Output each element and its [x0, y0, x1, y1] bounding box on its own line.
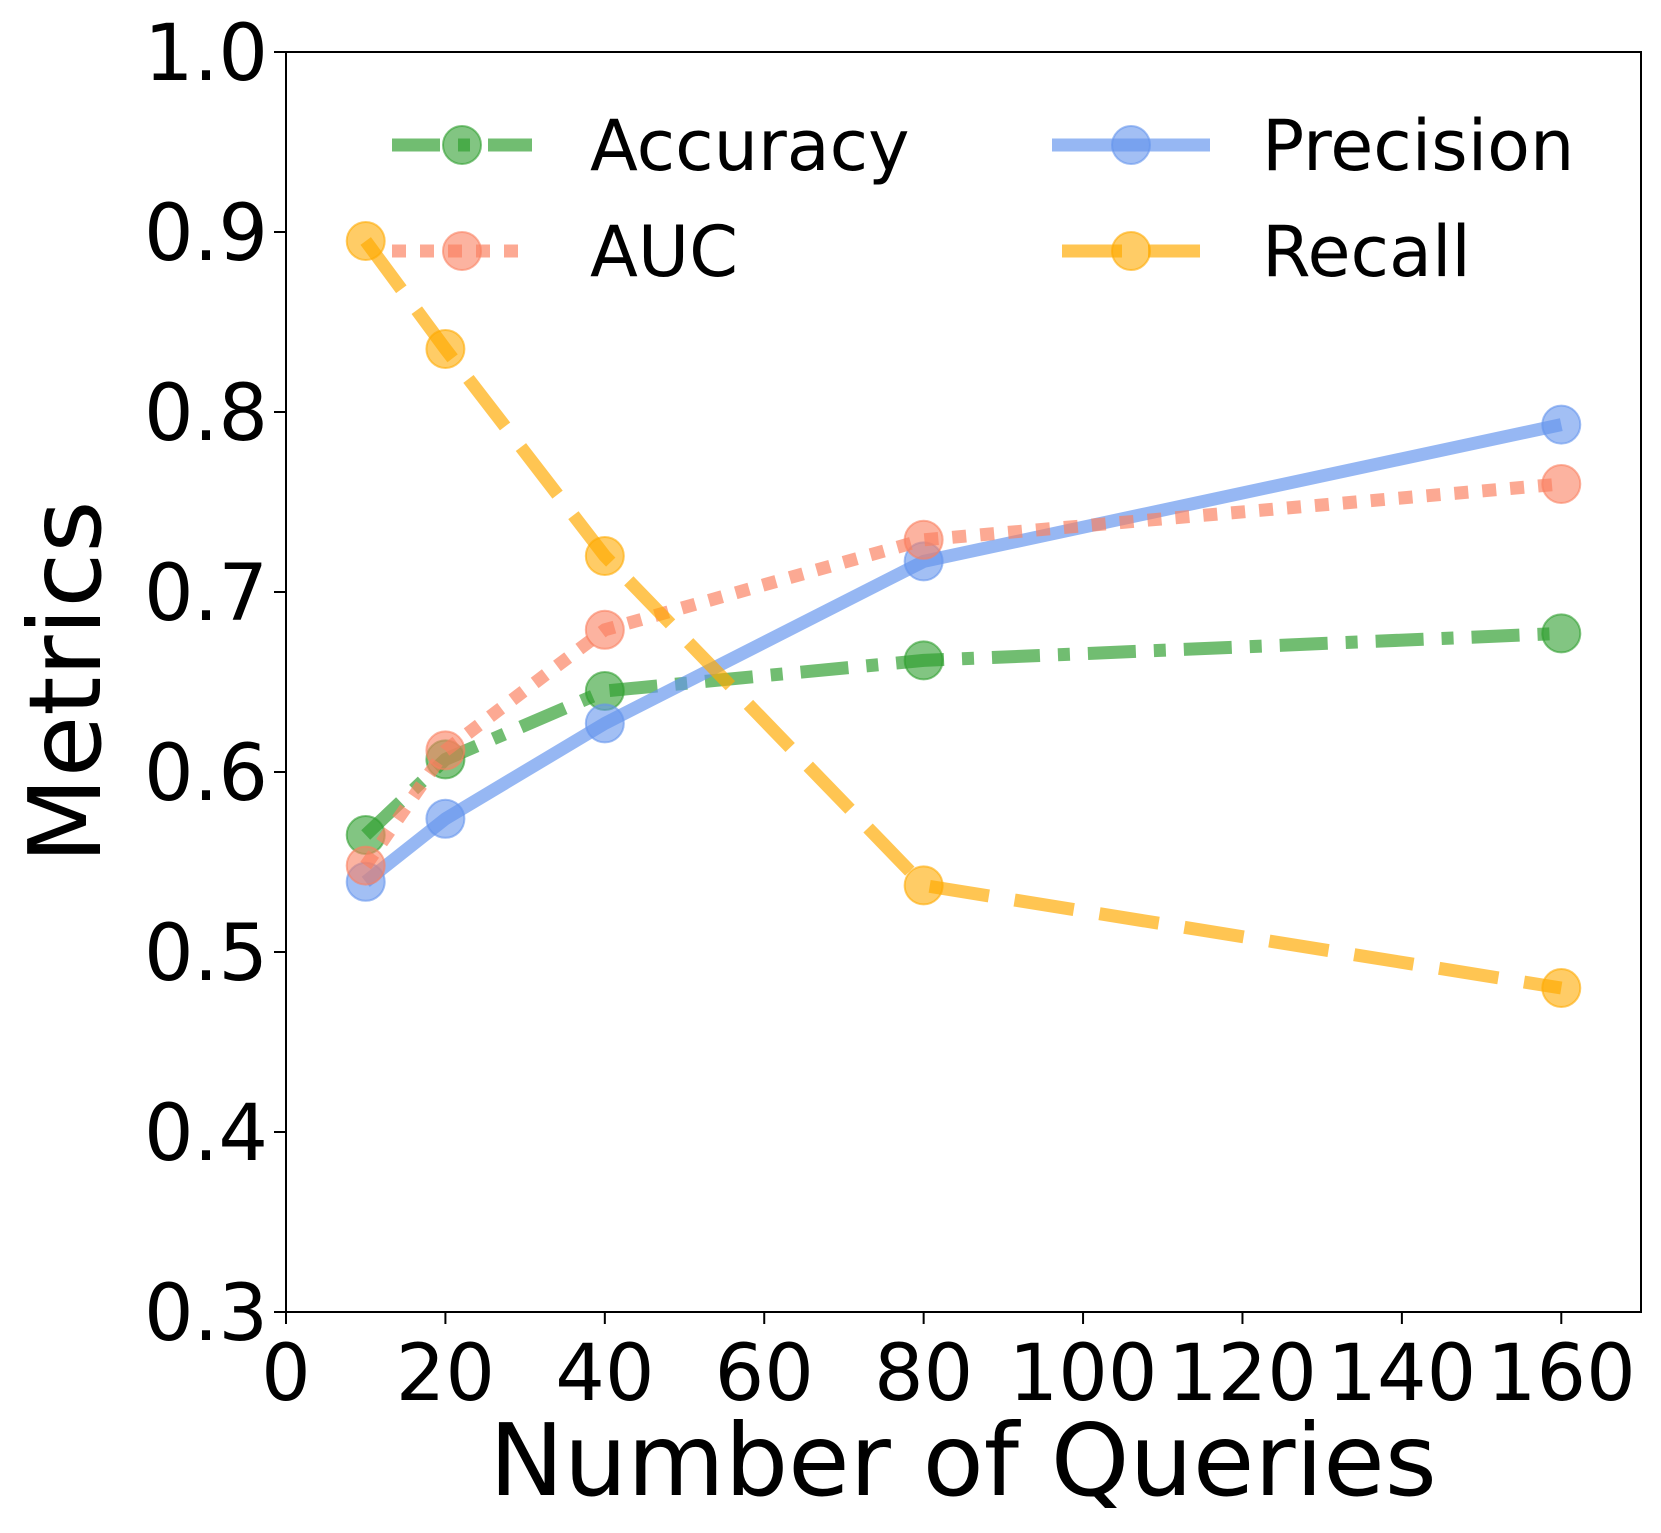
y-tick-label: 0.9: [144, 189, 268, 279]
x-axis: 0 20 40 60 80 100 120 140 160: [261, 1312, 1636, 1419]
data-point: [584, 609, 625, 650]
data-point: [345, 845, 386, 886]
plot-frame: [285, 51, 1642, 1313]
legend-label: Precision: [1262, 105, 1574, 187]
x-tick-label: 160: [1487, 1329, 1636, 1419]
y-tick-label: 0.3: [144, 1269, 268, 1359]
y-tick-label: 1.0: [144, 9, 268, 99]
series-line-accuracy: [361, 626, 1562, 840]
series-recall: [345, 221, 1582, 1008]
data-point: [1541, 613, 1582, 654]
legend-label: Recall: [1262, 211, 1471, 293]
legend-item-auc: AUC: [392, 211, 738, 293]
y-tick-label: 0.7: [144, 549, 268, 639]
legend-marker: [1111, 125, 1151, 165]
x-tick-label: 40: [555, 1329, 654, 1419]
series-accuracy: [345, 613, 1582, 855]
y-tick-label: 0.6: [144, 729, 268, 819]
legend-item-recall: Recall: [1062, 211, 1471, 293]
x-tick-label: 120: [1168, 1329, 1317, 1419]
series-auc: [345, 464, 1582, 886]
x-tick-label: 0: [261, 1329, 311, 1419]
data-point: [425, 730, 466, 771]
data-point: [345, 221, 386, 261]
legend-label: AUC: [590, 211, 738, 293]
data-point: [1541, 404, 1582, 445]
data-point: [425, 329, 466, 369]
y-tick-label: 0.5: [144, 909, 268, 999]
legend: Accuracy AUC Precision Recall: [392, 105, 1574, 293]
x-tick-label: 20: [396, 1329, 495, 1419]
legend-marker: [442, 125, 482, 165]
series-layer: [345, 221, 1582, 1008]
legend-item-accuracy: Accuracy: [392, 105, 910, 187]
data-point: [425, 798, 466, 839]
y-tick-label: 0.8: [144, 369, 268, 459]
data-point: [1541, 464, 1582, 504]
series-line-auc: [360, 477, 1562, 870]
x-tick-label: 140: [1327, 1329, 1476, 1419]
x-tick-label: 80: [874, 1329, 973, 1419]
x-tick-label: 60: [715, 1329, 814, 1419]
data-point: [1541, 968, 1582, 1008]
y-axis: 0.3 0.4 0.5 0.6 0.7 0.8 0.9 1.0: [144, 9, 286, 1359]
data-point: [584, 536, 625, 576]
data-point: [903, 640, 944, 681]
data-point: [903, 865, 944, 906]
legend-marker: [1111, 231, 1151, 271]
y-axis-title: Metrics: [7, 501, 124, 864]
series-line-recall: [360, 237, 1563, 995]
legend-marker: [442, 231, 482, 271]
y-tick-label: 0.4: [144, 1089, 268, 1179]
data-point: [584, 703, 625, 744]
x-tick-label: 100: [1009, 1329, 1158, 1419]
data-point: [903, 519, 944, 560]
legend-label: Accuracy: [590, 105, 910, 187]
legend-item-precision: Precision: [1052, 105, 1574, 187]
x-axis-title: Number of Queries: [489, 1402, 1437, 1519]
